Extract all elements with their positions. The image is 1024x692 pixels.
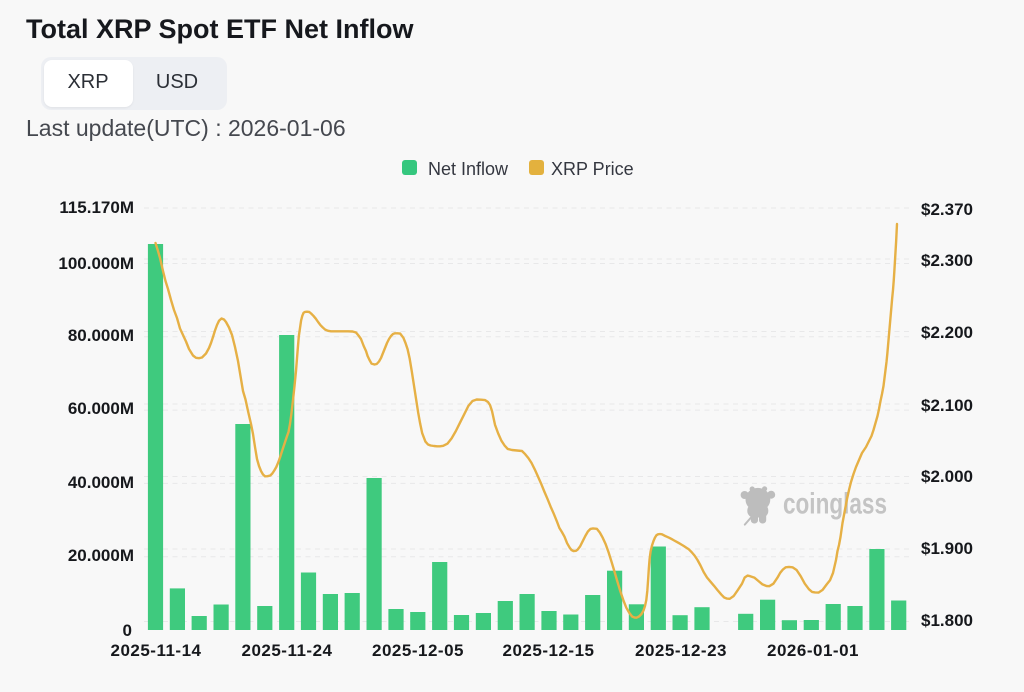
svg-text:coinglass: coinglass	[783, 488, 887, 521]
